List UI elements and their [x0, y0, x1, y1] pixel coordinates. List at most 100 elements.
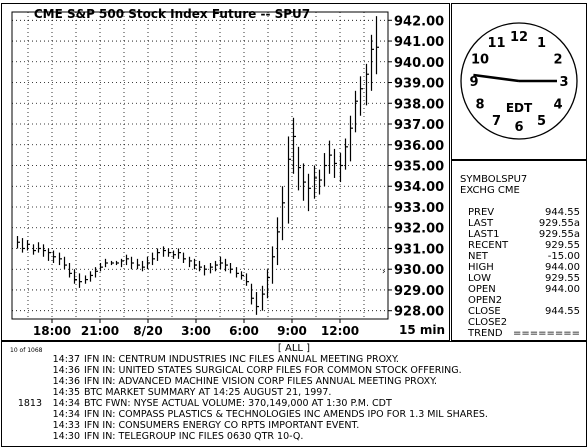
- price-bar: [78, 273, 82, 288]
- quote-row-trend: TREND ========: [468, 328, 580, 339]
- clock-number: 2: [553, 53, 562, 68]
- price-bar: [120, 258, 124, 268]
- price-bar: [146, 256, 150, 270]
- price-bar: [323, 153, 327, 187]
- price-bar: [240, 271, 244, 280]
- price-bar: [162, 246, 166, 257]
- price-bar: [318, 169, 322, 195]
- news-item-time: 14:30: [52, 431, 80, 442]
- news-item-headline: IFN IN: COMPASS PLASTICS & TECHNOLOGIES …: [84, 409, 488, 420]
- price-bar: [344, 138, 348, 170]
- news-item[interactable]: 14:36 IFN IN: UNITED STATES SURGICAL CORP…: [2, 365, 586, 376]
- price-bar: [26, 240, 30, 251]
- news-item-headline: BTC FWN: NYSE ACTUAL VOLUME: 370,149,000…: [84, 398, 392, 409]
- quote-exchange: EXCHG CME: [460, 185, 520, 196]
- price-bar: [328, 140, 332, 174]
- price-bar: [42, 244, 46, 257]
- news-filter-header[interactable]: [ ALL ]: [277, 343, 311, 354]
- price-bar: [203, 265, 207, 276]
- price-bar: [354, 90, 358, 133]
- price-bar: [172, 250, 176, 259]
- price-bar: [292, 117, 296, 174]
- price-bar: [104, 258, 108, 268]
- quote-value: 944.55: [545, 207, 580, 218]
- x-tick-label: 9:00: [277, 324, 307, 338]
- clock-number: 4: [553, 98, 562, 113]
- price-bar: [297, 146, 301, 191]
- price-bar: [136, 258, 140, 270]
- clock-number: 12: [510, 30, 528, 45]
- news-item-headline: IFN IN: ADVANCED MACHINE VISION CORP FIL…: [84, 376, 438, 387]
- news-item[interactable]: 14:33 IFN IN: CONSUMERS ENERGY CO RPTS IM…: [2, 420, 586, 431]
- quote-row-high: HIGH 944.00: [468, 262, 580, 273]
- price-bar: [130, 256, 134, 270]
- price-bar: [125, 254, 129, 266]
- news-item[interactable]: 14:35 BTC MARKET SUMMARY AT 14:25 AUGUST …: [2, 387, 586, 398]
- clock-panel: 12 1 2 3 4 5 6 7 8 9 10 11 EDT: [451, 3, 587, 160]
- quote-row-last1: LAST1 929.55a: [468, 229, 580, 240]
- quote-row-last: LAST 929.55a: [468, 218, 580, 229]
- price-bar: [89, 271, 93, 282]
- quote-row-prev: PREV 944.55: [468, 207, 580, 218]
- price-chart: CME S&P 500 Stock Index Future -- SPU7 1…: [11, 7, 445, 338]
- clock-number: 9: [469, 75, 478, 90]
- quote-row-low: LOW 929.55: [468, 273, 580, 284]
- quote-label: CLOSE2: [468, 317, 508, 328]
- news-item-time: 14:37: [52, 354, 80, 365]
- price-bar: [32, 244, 36, 255]
- price-bar: [276, 217, 280, 266]
- news-item[interactable]: 1813 14:34 BTC FWN: NYSE ACTUAL VOLUME: 37…: [2, 398, 586, 409]
- price-bar: [287, 136, 291, 224]
- quote-value: 929.55: [545, 240, 580, 251]
- news-item-time: 14:33: [52, 420, 80, 431]
- price-chart-panel: CME S&P 500 Stock Index Future -- SPU7 1…: [1, 3, 450, 341]
- price-bar: [245, 273, 249, 286]
- price-bar: [151, 252, 155, 266]
- quote-value: 944.55: [545, 306, 580, 317]
- clock-number: 3: [559, 75, 568, 90]
- price-bar: [99, 262, 103, 272]
- y-tick-label: 934.00: [394, 180, 444, 195]
- price-bar: [370, 34, 374, 91]
- quote-row-open: OPEN 944.00: [468, 284, 580, 295]
- price-bar: [193, 258, 197, 270]
- news-item[interactable]: 14:34 IFN IN: COMPASS PLASTICS & TECHNOLO…: [2, 409, 586, 420]
- y-tick-label: 930.00: [394, 263, 444, 278]
- news-item-time: 14:36: [52, 376, 80, 387]
- quote-label: RECENT: [468, 240, 509, 251]
- news-panel: [ ALL ] 10 of 1068 14:37 IFN IN: CENTRUM …: [1, 341, 587, 447]
- price-bar: [182, 252, 186, 263]
- price-bar: [339, 153, 343, 183]
- quote-label: PREV: [468, 207, 495, 218]
- price-bar: [68, 262, 72, 278]
- quote-label: LOW: [468, 273, 491, 284]
- price-bar: [250, 283, 254, 305]
- clock-number: 1: [537, 36, 546, 51]
- quote-value: 929.55a: [538, 218, 580, 229]
- quote-panel: SYMBOLSPU7 EXCHG CME PREV 944.55 LAST 929.5…: [451, 160, 587, 341]
- clock-number: 10: [471, 53, 489, 68]
- price-bar: [313, 165, 317, 199]
- price-bar: [63, 256, 67, 270]
- y-tick-label: 931.00: [394, 242, 444, 257]
- current-price-marker: ›: [382, 267, 386, 277]
- price-bar: [37, 242, 41, 253]
- price-bar: [198, 260, 202, 272]
- y-tick-label: 942.00: [394, 14, 444, 29]
- price-bar: [255, 292, 259, 315]
- news-item-headline: IFN IN: CONSUMERS ENERGY CO RPTS IMPORTA…: [84, 420, 360, 431]
- quote-label: TREND: [468, 328, 503, 339]
- x-tick-label: 18:00: [33, 324, 71, 338]
- price-bar: [224, 258, 228, 272]
- price-bar: [94, 267, 98, 278]
- news-item[interactable]: 14:30 IFN IN: TELEGROUP INC FILES 0630 QT…: [2, 431, 586, 442]
- clock-number: 11: [487, 36, 505, 51]
- price-bar: [52, 250, 56, 263]
- quote-label: CLOSE: [468, 306, 501, 317]
- news-item-headline: BTC MARKET SUMMARY AT 14:25 AUGUST 21, 1…: [84, 387, 332, 398]
- news-item[interactable]: 14:37 IFN IN: CENTRUM INDUSTRIES INC FILE…: [2, 354, 586, 365]
- news-item[interactable]: 14:36 IFN IN: ADVANCED MACHINE VISION COR…: [2, 376, 586, 387]
- price-bar: [84, 275, 88, 284]
- quote-label: HIGH: [468, 262, 494, 273]
- price-bar: [359, 76, 363, 116]
